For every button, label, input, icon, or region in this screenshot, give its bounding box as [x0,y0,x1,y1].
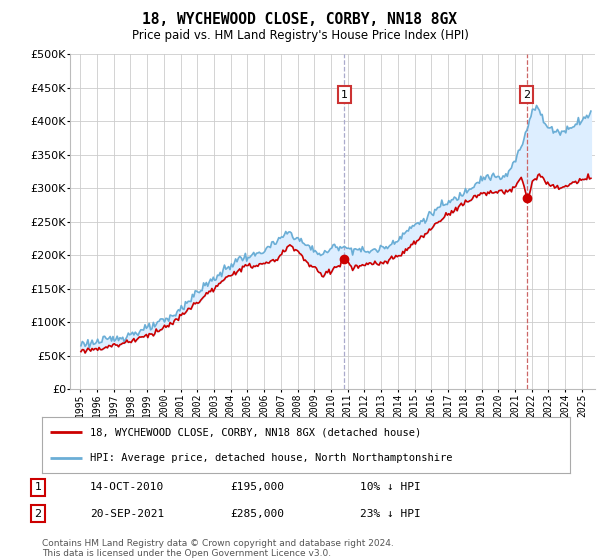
Text: 2: 2 [523,90,530,100]
Text: 14-OCT-2010: 14-OCT-2010 [90,482,164,492]
Text: 18, WYCHEWOOD CLOSE, CORBY, NN18 8GX: 18, WYCHEWOOD CLOSE, CORBY, NN18 8GX [143,12,458,27]
Text: 1: 1 [341,90,348,100]
Text: £285,000: £285,000 [230,508,284,519]
Text: 18, WYCHEWOOD CLOSE, CORBY, NN18 8GX (detached house): 18, WYCHEWOOD CLOSE, CORBY, NN18 8GX (de… [89,427,421,437]
Text: HPI: Average price, detached house, North Northamptonshire: HPI: Average price, detached house, Nort… [89,453,452,463]
Text: Price paid vs. HM Land Registry's House Price Index (HPI): Price paid vs. HM Land Registry's House … [131,29,469,42]
Text: 1: 1 [35,482,41,492]
Text: 10% ↓ HPI: 10% ↓ HPI [360,482,421,492]
Text: 20-SEP-2021: 20-SEP-2021 [90,508,164,519]
Text: 2: 2 [34,508,41,519]
Text: £195,000: £195,000 [230,482,284,492]
Text: Contains HM Land Registry data © Crown copyright and database right 2024.
This d: Contains HM Land Registry data © Crown c… [42,539,394,558]
Text: 23% ↓ HPI: 23% ↓ HPI [360,508,421,519]
